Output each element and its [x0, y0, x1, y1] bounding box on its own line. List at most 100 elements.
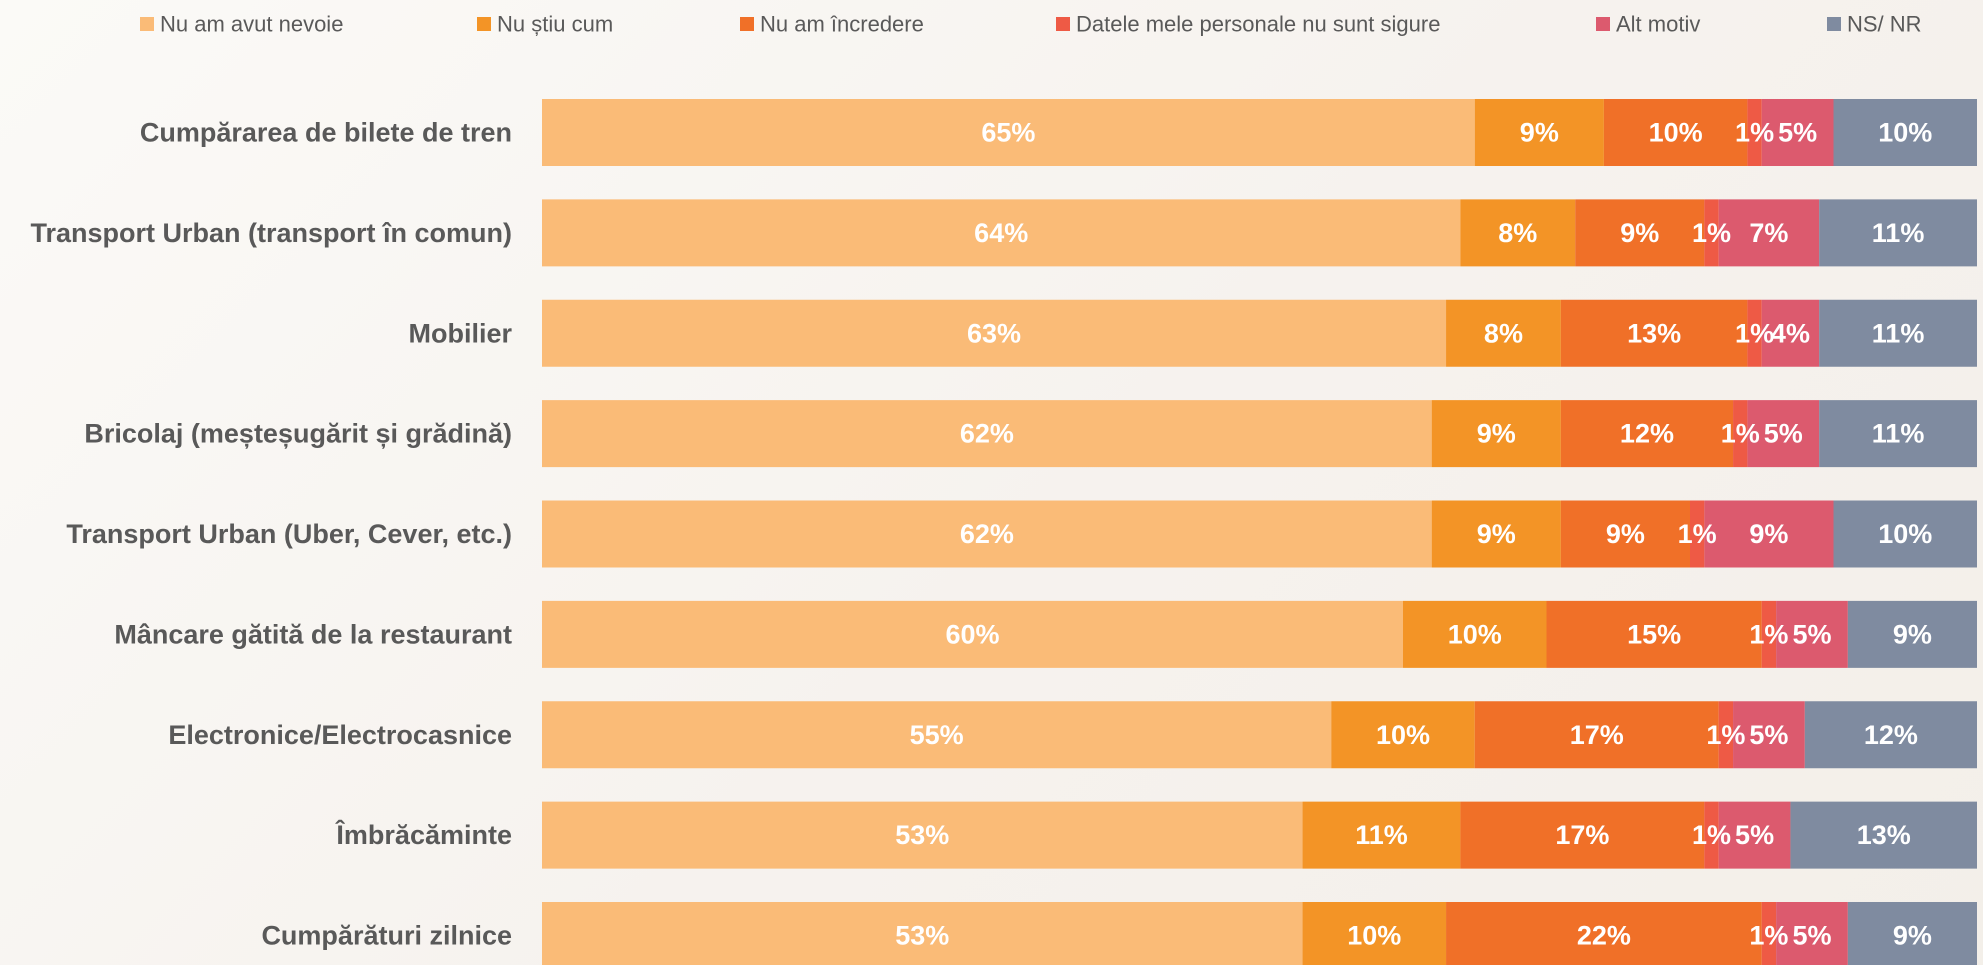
data-label-datele-mele-personale-nu-sunt-sigure-transport-urban-transport-in-comun: 1%	[1692, 218, 1731, 248]
data-label-alt-motiv-transport-urban-transport-in-comun: 7%	[1749, 218, 1788, 248]
bar-nu-stiu-cum-cumpararea-de-bilete-de-tren	[1474, 99, 1604, 166]
data-label-nu-am-incredere-mobilier: 13%	[1627, 318, 1681, 348]
legend-item-nu-am-avut-nevoie: Nu am avut nevoie	[140, 12, 343, 37]
bar-ns-nr-transport-urban-uber-cever-etc	[1833, 500, 1977, 568]
bar-nu-am-incredere-mobilier	[1560, 299, 1748, 367]
bar-nu-am-incredere-cumparaturi-zilnice	[1446, 902, 1762, 965]
legend-label: Datele mele personale nu sunt sigure	[1076, 12, 1440, 37]
bar-nu-stiu-cum-imbracaminte	[1302, 801, 1461, 869]
data-label-datele-mele-personale-nu-sunt-sigure-transport-urban-uber-cever-etc: 1%	[1678, 519, 1717, 549]
bar-datele-mele-personale-nu-sunt-sigure-transport-urban-uber-cever-etc	[1690, 500, 1705, 568]
data-label-ns-nr-transport-urban-transport-in-comun: 11%	[1872, 218, 1925, 248]
legend-label: NS/ NR	[1847, 12, 1922, 37]
data-label-nu-stiu-cum-cumpararea-de-bilete-de-tren: 9%	[1520, 118, 1559, 148]
category-label-electronice-electrocasnice: Electronice/Electrocasnice	[168, 720, 512, 750]
data-label-datele-mele-personale-nu-sunt-sigure-electronice-electrocasnice: 1%	[1706, 720, 1745, 750]
data-label-nu-stiu-cum-electronice-electrocasnice: 10%	[1376, 720, 1430, 750]
bar-alt-motiv-bricolaj-mestesugarit-si-gradina	[1747, 400, 1820, 468]
bar-nu-stiu-cum-bricolaj-mestesugarit-si-gradina	[1431, 400, 1561, 468]
data-labels: 65% 9% 10% 1% 5% 10%64% 8% 9% 1% 7% 11%63% 8% 13% 1%4…	[895, 118, 1932, 951]
bar-alt-motiv-cumparaturi-zilnice	[1776, 902, 1848, 965]
data-label-alt-motiv-cumpararea-de-bilete-de-tren: 5%	[1778, 118, 1817, 148]
data-label-alt-motiv-mobilier: 4%	[1771, 318, 1810, 348]
data-label-nu-am-avut-nevoie-transport-urban-uber-cever-etc: 62%	[960, 519, 1014, 549]
bar-nu-am-incredere-electronice-electrocasnice	[1474, 701, 1719, 769]
data-label-nu-am-incredere-cumparaturi-zilnice: 22%	[1577, 921, 1631, 951]
bar-ns-nr-imbracaminte	[1790, 801, 1977, 869]
bar-nu-stiu-cum-mancare-gatita-de-la-restaurant	[1403, 600, 1547, 668]
bar-nu-stiu-cum-electronice-electrocasnice	[1331, 701, 1475, 769]
bar-ns-nr-bricolaj-mestesugarit-si-gradina	[1819, 400, 1977, 468]
bar-alt-motiv-mancare-gatita-de-la-restaurant	[1776, 600, 1848, 668]
bar-datele-mele-personale-nu-sunt-sigure-mobilier	[1747, 299, 1762, 367]
bar-nu-am-incredere-cumpararea-de-bilete-de-tren	[1603, 99, 1748, 166]
bar-nu-stiu-cum-transport-urban-transport-in-comun	[1460, 199, 1576, 267]
category-label-transport-urban-uber-cever-etc: Transport Urban (Uber, Cever, etc.)	[66, 519, 512, 549]
bar-nu-stiu-cum-transport-urban-uber-cever-etc	[1431, 500, 1561, 568]
legend-item-nu-stiu-cum: Nu știu cum	[477, 12, 613, 37]
data-label-alt-motiv-bricolaj-mestesugarit-si-gradina: 5%	[1764, 419, 1803, 449]
legend-swatch	[740, 17, 754, 31]
bar-datele-mele-personale-nu-sunt-sigure-electronice-electrocasnice	[1718, 701, 1734, 769]
data-label-nu-am-incredere-bricolaj-mestesugarit-si-gradina: 12%	[1620, 419, 1674, 449]
category-labels: Cumpărarea de bilete de tren Transport Ur…	[30, 118, 512, 951]
data-label-nu-stiu-cum-cumparaturi-zilnice: 10%	[1347, 921, 1401, 951]
legend-item-nu-am-incredere: Nu am încredere	[740, 12, 924, 37]
category-label-mobilier: Mobilier	[408, 318, 512, 348]
data-label-nu-am-incredere-transport-urban-uber-cever-etc: 9%	[1606, 519, 1645, 549]
data-label-nu-am-avut-nevoie-cumpararea-de-bilete-de-tren: 65%	[981, 118, 1035, 148]
bar-alt-motiv-transport-urban-uber-cever-etc	[1704, 500, 1834, 568]
data-label-datele-mele-personale-nu-sunt-sigure-cumpararea-de-bilete-de-tren: 1%	[1735, 118, 1774, 148]
bar-datele-mele-personale-nu-sunt-sigure-bricolaj-mestesugarit-si-gradina	[1733, 400, 1748, 468]
bar-ns-nr-mobilier	[1819, 299, 1977, 367]
data-label-datele-mele-personale-nu-sunt-sigure-mobilier: 1%	[1735, 318, 1774, 348]
data-label-nu-am-avut-nevoie-transport-urban-transport-in-comun: 64%	[974, 218, 1028, 248]
data-label-nu-am-incredere-cumpararea-de-bilete-de-tren: 10%	[1649, 118, 1703, 148]
bar-alt-motiv-mobilier	[1761, 299, 1820, 367]
bar-datele-mele-personale-nu-sunt-sigure-imbracaminte	[1704, 801, 1719, 869]
legend-label: Nu am avut nevoie	[160, 12, 343, 37]
legend-item-alt-motiv: Alt motiv	[1596, 12, 1700, 37]
bar-datele-mele-personale-nu-sunt-sigure-cumparaturi-zilnice	[1761, 902, 1777, 965]
legend-swatch	[1596, 17, 1610, 31]
data-label-datele-mele-personale-nu-sunt-sigure-bricolaj-mestesugarit-si-gradina: 1%	[1721, 419, 1760, 449]
category-label-cumpararea-de-bilete-de-tren: Cumpărarea de bilete de tren	[140, 118, 512, 148]
data-label-alt-motiv-transport-urban-uber-cever-etc: 9%	[1749, 519, 1788, 549]
bar-nu-am-incredere-imbracaminte	[1460, 801, 1705, 869]
data-label-alt-motiv-cumparaturi-zilnice: 5%	[1792, 921, 1831, 951]
bar-ns-nr-electronice-electrocasnice	[1804, 701, 1977, 769]
legend-swatch	[1827, 17, 1841, 31]
category-label-cumparaturi-zilnice: Cumpărături zilnice	[261, 921, 512, 951]
bar-alt-motiv-cumpararea-de-bilete-de-tren	[1761, 99, 1834, 166]
category-label-mancare-gatita-de-la-restaurant: Mâncare gătită de la restaurant	[114, 619, 512, 649]
data-label-datele-mele-personale-nu-sunt-sigure-mancare-gatita-de-la-restaurant: 1%	[1749, 619, 1788, 649]
category-label-imbracaminte: Îmbrăcăminte	[334, 819, 512, 850]
data-label-nu-stiu-cum-mobilier: 8%	[1484, 318, 1523, 348]
bar-nu-am-incredere-mancare-gatita-de-la-restaurant	[1546, 600, 1762, 668]
bar-ns-nr-transport-urban-transport-in-comun	[1819, 199, 1977, 267]
bar-ns-nr-mancare-gatita-de-la-restaurant	[1847, 600, 1977, 668]
bar-nu-am-avut-nevoie-mancare-gatita-de-la-restaurant	[542, 600, 1403, 668]
data-label-nu-am-avut-nevoie-cumparaturi-zilnice: 53%	[895, 921, 949, 951]
data-label-alt-motiv-electronice-electrocasnice: 5%	[1749, 720, 1788, 750]
bar-nu-am-avut-nevoie-transport-urban-uber-cever-etc	[542, 500, 1432, 568]
data-label-nu-stiu-cum-mancare-gatita-de-la-restaurant: 10%	[1448, 619, 1502, 649]
legend-item-datele-mele-personale-nu-sunt-sigure: Datele mele personale nu sunt sigure	[1056, 12, 1440, 37]
data-label-nu-am-avut-nevoie-mobilier: 63%	[967, 318, 1021, 348]
bar-nu-am-avut-nevoie-bricolaj-mestesugarit-si-gradina	[542, 400, 1432, 468]
bar-datele-mele-personale-nu-sunt-sigure-transport-urban-transport-in-comun	[1704, 199, 1719, 267]
legend-item-ns-nr: NS/ NR	[1827, 12, 1922, 37]
data-label-datele-mele-personale-nu-sunt-sigure-imbracaminte: 1%	[1692, 820, 1731, 850]
bar-ns-nr-cumpararea-de-bilete-de-tren	[1833, 99, 1977, 166]
data-label-alt-motiv-mancare-gatita-de-la-restaurant: 5%	[1792, 619, 1831, 649]
legend-swatch	[1056, 17, 1070, 31]
data-label-nu-am-avut-nevoie-bricolaj-mestesugarit-si-gradina: 62%	[960, 419, 1014, 449]
bar-nu-stiu-cum-mobilier	[1446, 299, 1561, 367]
data-label-alt-motiv-imbracaminte: 5%	[1735, 820, 1774, 850]
legend-label: Nu știu cum	[497, 12, 613, 37]
bar-nu-stiu-cum-cumparaturi-zilnice	[1302, 902, 1447, 965]
data-label-nu-am-incredere-mancare-gatita-de-la-restaurant: 15%	[1627, 619, 1681, 649]
data-label-nu-am-incredere-electronice-electrocasnice: 17%	[1570, 720, 1624, 750]
data-label-ns-nr-cumparaturi-zilnice: 9%	[1893, 921, 1932, 951]
